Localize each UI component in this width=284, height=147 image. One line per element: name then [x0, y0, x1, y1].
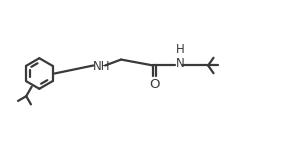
Text: NH: NH [93, 60, 110, 73]
Text: H: H [176, 43, 185, 56]
Text: N: N [176, 56, 185, 70]
Text: O: O [149, 78, 160, 91]
